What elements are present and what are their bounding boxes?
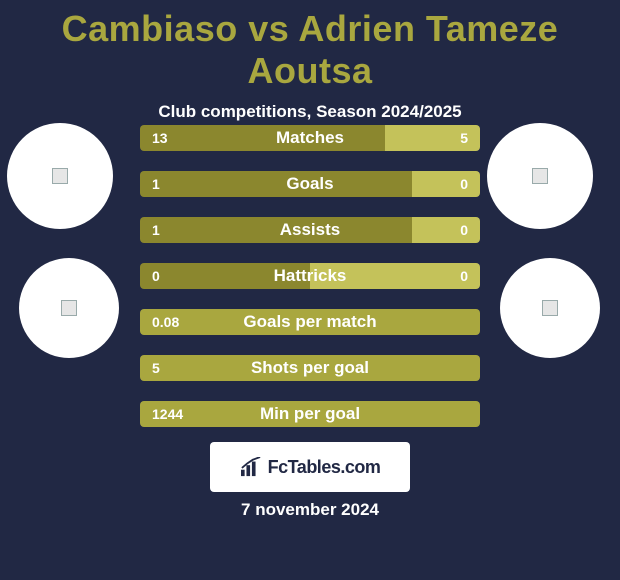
page-title: Cambiaso vs Adrien Tameze Aoutsa bbox=[0, 0, 620, 92]
stat-row: 0.08Goals per match bbox=[140, 309, 480, 335]
stat-left-value: 1 bbox=[140, 171, 412, 197]
stat-left-value: 0 bbox=[140, 263, 310, 289]
image-placeholder-icon bbox=[532, 168, 548, 184]
stat-row: 00Hattricks bbox=[140, 263, 480, 289]
image-placeholder-icon bbox=[542, 300, 558, 316]
stat-right-value: 0 bbox=[310, 263, 480, 289]
stat-row: 1244Min per goal bbox=[140, 401, 480, 427]
stat-row: 135Matches bbox=[140, 125, 480, 151]
team1-avatar bbox=[19, 258, 119, 358]
image-placeholder-icon bbox=[52, 168, 68, 184]
player2-avatar bbox=[487, 123, 593, 229]
footer-logo-text: FcTables.com bbox=[268, 457, 381, 478]
stat-left-value: 0.08 bbox=[140, 309, 480, 335]
stat-left-value: 1 bbox=[140, 217, 412, 243]
comparison-bars: 135Matches 10Goals 10Assists 00Hattricks 0.0… bbox=[140, 125, 480, 447]
stat-right-value: 5 bbox=[385, 125, 480, 151]
chart-icon bbox=[240, 457, 262, 477]
stat-row: 10Goals bbox=[140, 171, 480, 197]
stat-row: 5Shots per goal bbox=[140, 355, 480, 381]
team2-avatar bbox=[500, 258, 600, 358]
stat-left-value: 5 bbox=[140, 355, 480, 381]
player1-avatar bbox=[7, 123, 113, 229]
stat-row: 10Assists bbox=[140, 217, 480, 243]
image-placeholder-icon bbox=[61, 300, 77, 316]
stat-right-value: 0 bbox=[412, 171, 480, 197]
stat-left-value: 1244 bbox=[140, 401, 480, 427]
page-subtitle: Club competitions, Season 2024/2025 bbox=[0, 102, 620, 122]
date-label: 7 november 2024 bbox=[0, 500, 620, 520]
footer-logo-box: FcTables.com bbox=[210, 442, 410, 492]
stat-right-value: 0 bbox=[412, 217, 480, 243]
stat-left-value: 13 bbox=[140, 125, 385, 151]
